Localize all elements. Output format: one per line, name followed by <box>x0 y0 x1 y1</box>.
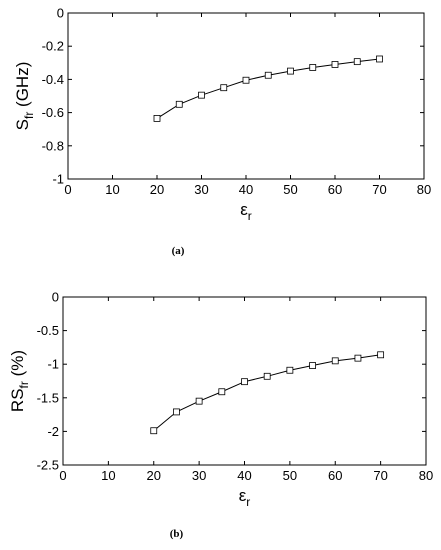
x-tick-label: 30 <box>192 468 206 483</box>
data-point-marker <box>195 397 203 405</box>
data-point-marker <box>241 378 248 386</box>
y-tick-label: -0.2 <box>42 39 64 54</box>
x-tick-label: 70 <box>373 468 387 483</box>
data-point-marker <box>309 362 316 369</box>
y-tick-label: -1 <box>52 172 64 187</box>
y-axis-label: RSfr (%) <box>8 350 31 412</box>
y-axis-label-unit: (%) <box>8 350 27 381</box>
data-point-marker <box>353 58 361 66</box>
x-tick-label: 20 <box>147 468 161 483</box>
x-tick-label: 10 <box>105 182 119 197</box>
x-tick-label: 10 <box>101 468 115 483</box>
x-axis-label-sub: r <box>246 495 250 509</box>
x-axis-label: εr <box>239 486 251 509</box>
y-tick-label: -0.8 <box>42 138 64 153</box>
data-point-marker <box>263 372 271 380</box>
x-axis-label: εr <box>240 200 252 223</box>
figure-caption: (a) <box>172 245 185 257</box>
x-axis-label-main: ε <box>239 486 247 505</box>
y-tick-label: -2 <box>47 424 59 439</box>
y-axis-label-unit: (GHz) <box>13 62 32 112</box>
x-axis-label-main: ε <box>240 200 248 219</box>
data-point-marker <box>220 84 228 92</box>
data-point-marker <box>153 115 161 122</box>
y-tick-label: 0 <box>52 290 59 305</box>
data-point-marker <box>309 64 317 71</box>
y-axis-label-main: S <box>13 119 32 130</box>
x-tick-label: 50 <box>283 468 297 483</box>
x-tick-label: 50 <box>283 182 297 197</box>
y-axis-label-sub: fr <box>17 381 31 388</box>
data-point-marker <box>150 427 158 435</box>
figure-caption: (b) <box>170 528 184 540</box>
data-point-marker <box>218 388 226 396</box>
x-axis-label-sub: r <box>248 209 252 223</box>
x-tick-label: 0 <box>59 468 66 483</box>
x-tick-label: 60 <box>328 182 342 197</box>
y-tick-label: -2.5 <box>37 458 59 473</box>
y-tick-label: -0.6 <box>42 105 64 120</box>
y-tick-label: -0.4 <box>42 72 64 87</box>
x-tick-label: 70 <box>372 182 386 197</box>
data-point-marker <box>198 91 205 99</box>
x-tick-label: 30 <box>194 182 208 197</box>
data-point-marker <box>331 61 339 68</box>
chart-a: 0 10 20 30 40 50 60 70 80 -1 -0.8 -0.6 -0.4 -0.2 0 εr Sf… <box>13 6 431 258</box>
data-point-marker <box>354 354 362 362</box>
x-tick-label: 40 <box>239 182 253 197</box>
x-tick-label: 80 <box>417 182 431 197</box>
series-line <box>156 58 380 119</box>
y-tick-label: -1 <box>47 357 59 372</box>
data-point-marker <box>376 55 383 63</box>
y-axis-label-sub: fr <box>22 112 36 119</box>
x-tick-label: 60 <box>328 468 342 483</box>
data-point-marker <box>264 71 272 79</box>
chart-b: 0 10 20 30 40 50 60 70 80 -2.5 -2 -1.5 -1 -0.5 0 εr RSfr… <box>8 290 433 541</box>
x-tick-label: 0 <box>64 182 71 197</box>
data-point-marker <box>286 366 294 374</box>
data-point-marker <box>175 100 183 108</box>
y-tick-label: -0.5 <box>37 323 59 338</box>
y-tick-label: 0 <box>57 6 64 21</box>
y-axis-label-main: RS <box>8 388 27 412</box>
plot-frame <box>67 12 425 180</box>
data-point-marker <box>377 351 385 359</box>
data-point-marker <box>331 357 339 365</box>
data-point-marker <box>287 67 294 75</box>
series-line <box>153 354 381 432</box>
x-tick-label: 20 <box>150 182 164 197</box>
data-point-marker <box>173 408 180 416</box>
data-point-marker <box>242 76 250 84</box>
y-axis-label: Sfr (GHz) <box>13 62 36 131</box>
x-tick-label: 80 <box>419 468 433 483</box>
y-tick-label: -1.5 <box>37 390 59 405</box>
x-tick-label: 40 <box>237 468 251 483</box>
